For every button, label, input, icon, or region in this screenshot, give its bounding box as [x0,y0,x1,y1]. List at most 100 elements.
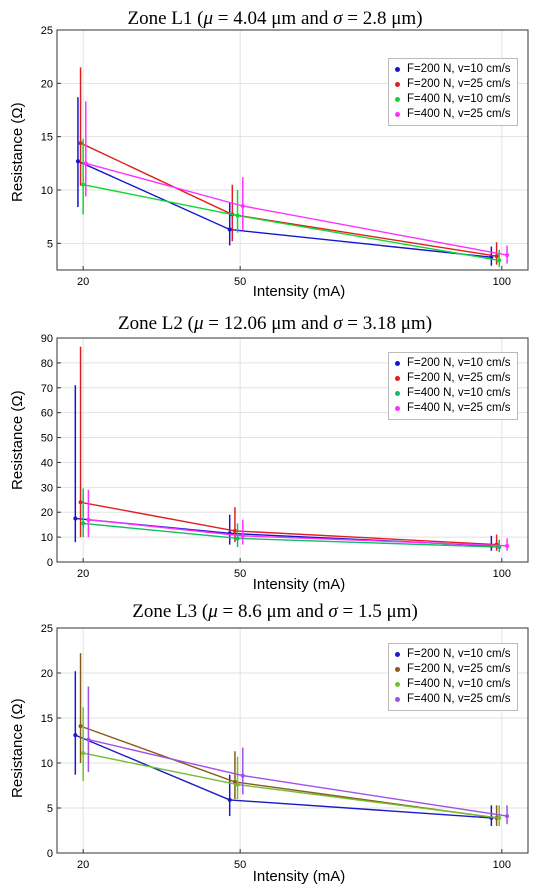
y-tick-label: 25 [41,25,53,37]
y-tick-label: 20 [41,668,53,680]
mu-value: = 12.06 μm [203,313,297,334]
data-point [78,500,83,505]
y-tick-label: 5 [47,238,53,250]
data-point [235,536,240,541]
mu-symbol: μ [193,313,204,334]
legend-label: F=400 N, v=10 cm/s [407,387,511,399]
data-point [81,751,86,756]
plot-area: 5 10 15 20 25 20 50 100 [41,25,529,288]
y-tick-label: 10 [41,532,53,544]
data-point [497,258,502,263]
legend: F=200 N, v=10 cm/s F=200 N, v=25 cm/s F=40… [388,352,518,420]
y-tick-label: 0 [47,557,53,569]
x-tick-label: 50 [234,568,246,580]
y-tick-label: 80 [41,358,53,370]
data-point [227,227,232,232]
title-prefix: Zone L3 ( [132,601,209,622]
y-tick-label: 5 [47,803,53,815]
chart-panel-l2: Zone L2 (μ = 12.06 μm and σ = 3.18 μm) 0… [0,300,550,600]
data-point [86,517,91,522]
data-point [235,213,240,218]
data-point [75,159,80,164]
chart-panel-l3: Zone L3 (μ = 8.6 μm and σ = 1.5 μm) 0 5 10… [0,600,550,891]
legend-marker [395,376,400,381]
legend-label: F=200 N, v=25 cm/s [407,663,511,675]
legend-marker [395,406,400,411]
data-point [73,733,78,738]
legend: F=200 N, v=10 cm/s F=200 N, v=25 cm/s F=40… [388,58,518,126]
legend-marker [395,697,400,702]
y-tick-label: 0 [47,848,53,860]
title-prefix: Zone L2 ( [117,313,194,334]
data-point [232,779,237,784]
legend-label: F=400 N, v=25 cm/s [407,693,511,705]
axes-frame [56,337,529,563]
x-axis-label: Intensity (mA) [252,283,346,300]
x-tick-label: 100 [493,568,511,580]
y-axis-label: Resistance (Ω) [9,102,26,202]
data-point [81,182,86,187]
legend-label: F=400 N, v=25 cm/s [407,108,511,120]
data-point [227,797,232,802]
title-and: and [291,601,329,622]
chart-title: Zone L2 (μ = 12.06 μm and σ = 3.18 μm) [0,313,550,335]
title-and: and [296,8,334,29]
data-point [505,253,510,258]
legend-label: F=400 N, v=10 cm/s [407,678,511,690]
sigma-symbol: σ [333,313,343,334]
data-point [78,724,83,729]
series-line-4 [85,162,508,256]
y-tick-label: 20 [41,507,53,519]
y-tick-label: 20 [41,78,53,90]
legend-entry: F=200 N, v=25 cm/s [393,77,511,92]
legend-marker [395,361,400,366]
chart-title: Zone L1 (μ = 4.04 μm and σ = 2.8 μm) [0,8,550,30]
y-tick-label: 15 [41,713,53,725]
title-prefix: Zone L1 ( [127,8,204,29]
data-point [240,204,245,208]
data-point [497,815,502,820]
legend-marker [395,67,400,72]
data-point [505,814,510,819]
legend-marker [395,652,400,657]
title-suffix: ) [416,8,423,29]
y-tick-label: 10 [41,185,53,197]
legend-label: F=200 N, v=25 cm/s [407,372,511,384]
y-tick-label: 10 [41,758,53,770]
legend-entry: F=200 N, v=10 cm/s [393,356,511,371]
mu-value: = 4.04 μm [213,8,297,29]
sigma-symbol: σ [328,601,338,622]
data-point [494,254,499,259]
sigma-value: = 1.5 μm [337,601,412,622]
series-line-3 [83,183,500,262]
data-point [232,528,237,533]
axes-frame [56,627,529,854]
x-tick-label: 100 [493,276,511,288]
y-tick-label: 25 [41,623,53,635]
legend-marker [395,97,400,102]
data-point [78,141,83,146]
x-tick-label: 50 [234,859,246,871]
series-line-2 [80,142,497,257]
legend: F=200 N, v=10 cm/s F=200 N, v=25 cm/s F=40… [388,643,518,711]
mu-value: = 8.6 μm [217,601,292,622]
legend-marker [395,667,400,672]
data-point [83,161,88,166]
legend-marker [395,112,400,117]
plot-area: 0 10 20 30 40 50 60 70 80 90 20 50 100 [41,333,529,580]
y-tick-label: 40 [41,457,53,469]
legend-marker [395,682,400,687]
legend-entry: F=400 N, v=25 cm/s [393,692,511,707]
x-tick-label: 20 [77,859,89,871]
data-point [86,737,91,742]
legend-entry: F=400 N, v=25 cm/s [393,401,511,416]
x-tick-label: 20 [77,276,89,288]
series-line-1 [75,734,492,819]
legend-label: F=200 N, v=10 cm/s [407,63,511,75]
y-tick-label: 50 [41,433,53,445]
y-tick-label: 30 [41,482,53,494]
legend-marker [395,82,400,87]
title-suffix: ) [425,313,433,334]
y-axis-label: Resistance (Ω) [9,698,26,798]
legend-entry: F=400 N, v=10 cm/s [393,677,511,692]
